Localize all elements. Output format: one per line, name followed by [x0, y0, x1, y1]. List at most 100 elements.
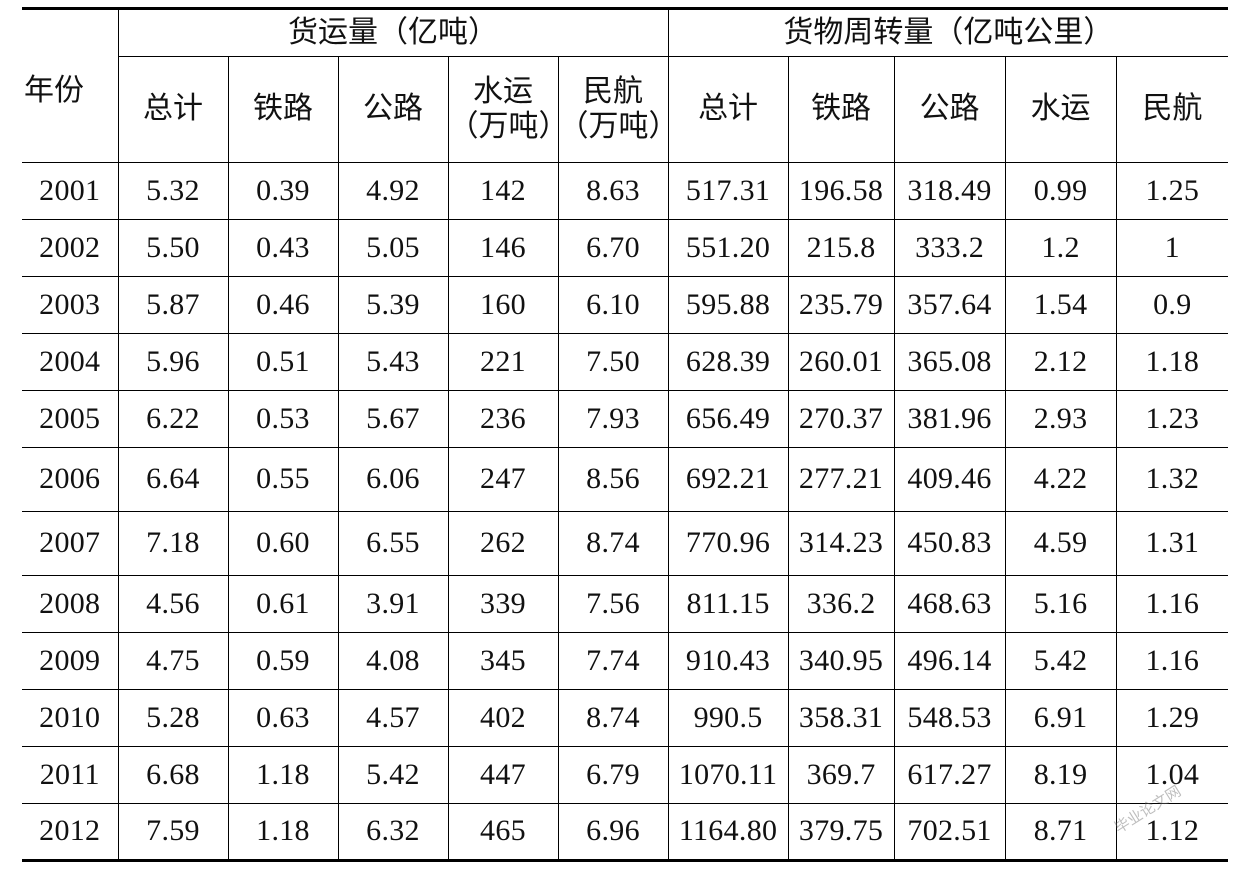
table-cell: 369.7 [787, 746, 895, 804]
table-cell: 379.75 [787, 803, 895, 861]
table-cell: 4.75 [117, 632, 229, 690]
table-cell: 221 [447, 333, 559, 391]
table-row: 2007 7.18 0.60 6.55 262 8.74 770.96 314.23 450.8… [22, 511, 1229, 576]
sub-header: 铁路 [787, 56, 895, 163]
table-cell: 1.29 [1115, 689, 1229, 747]
freight-statistics-table-container: 年份 货运量（亿吨） 货物周转量（亿吨公里） 总计 铁路 公路 水运 （万吨） 民… [22, 7, 1229, 862]
table-header: 年份 货运量（亿吨） 货物周转量（亿吨公里） 总计 铁路 公路 水运 （万吨） 民… [22, 8, 1229, 163]
table-cell: 5.16 [1004, 575, 1117, 633]
table-cell: 8.63 [557, 162, 669, 220]
table-cell: 5.32 [117, 162, 229, 220]
table-cell: 5.96 [117, 333, 229, 391]
group-header-freight-turnover: 货物周转量（亿吨公里） [667, 8, 1229, 57]
sub-header: 水运 [1004, 56, 1117, 163]
table-cell: 5.42 [1004, 632, 1117, 690]
table-cell: 5.67 [337, 390, 449, 448]
table-row: 2009 4.75 0.59 4.08 345 7.74 910.43 340.95 496.1… [22, 632, 1229, 690]
table-row: 2011 6.68 1.18 5.42 447 6.79 1070.11 369.7 617.2… [22, 746, 1229, 804]
table-cell: 702.51 [893, 803, 1006, 861]
table-cell: 3.91 [337, 575, 449, 633]
table-cell: 1.04 [1115, 746, 1229, 804]
table-cell: 0.59 [227, 632, 339, 690]
table-cell: 235.79 [787, 276, 895, 334]
table-cell: 6.06 [337, 447, 449, 512]
table-body: 2001 5.32 0.39 4.92 142 8.63 517.31 196.58 318.4… [22, 162, 1229, 861]
table-cell: 6.32 [337, 803, 449, 861]
table-cell: 142 [447, 162, 559, 220]
table-cell: 7.18 [117, 511, 229, 576]
table-cell: 333.2 [893, 219, 1006, 277]
table-row: 2006 6.64 0.55 6.06 247 8.56 692.21 277.21 409.4… [22, 447, 1229, 512]
table-cell: 5.42 [337, 746, 449, 804]
table-cell: 4.22 [1004, 447, 1117, 512]
table-cell: 656.49 [667, 390, 789, 448]
table-cell: 270.37 [787, 390, 895, 448]
group-header-row: 年份 货运量（亿吨） 货物周转量（亿吨公里） [22, 8, 1229, 163]
sub-header: 民航 （万吨） [557, 56, 679, 163]
table-cell: 318.49 [893, 162, 1006, 220]
sub-header: 总计 [117, 56, 229, 163]
table-cell: 1 [1115, 219, 1229, 277]
table-cell: 357.64 [893, 276, 1006, 334]
table-cell: 4.56 [117, 575, 229, 633]
table-cell: 628.39 [667, 333, 789, 391]
freight-statistics-table: 年份 货运量（亿吨） 货物周转量（亿吨公里） 总计 铁路 公路 水运 （万吨） 民… [22, 7, 1229, 862]
table-cell: 447 [447, 746, 559, 804]
table-cell: 0.53 [227, 390, 339, 448]
table-cell: 4.59 [1004, 511, 1117, 576]
sub-header-row: 总计 铁路 公路 水运 （万吨） 民航 （万吨） 总计 铁路 公路 水运 民航 [22, 56, 1229, 163]
table-cell: 4.08 [337, 632, 449, 690]
table-cell: 0.60 [227, 511, 339, 576]
table-cell: 365.08 [893, 333, 1006, 391]
year-cell: 2005 [22, 390, 119, 448]
table-cell: 6.64 [117, 447, 229, 512]
year-cell: 2001 [22, 162, 119, 220]
table-cell: 340.95 [787, 632, 895, 690]
table-cell: 6.96 [557, 803, 669, 861]
year-cell: 2008 [22, 575, 119, 633]
table-cell: 345 [447, 632, 559, 690]
sub-header: 铁路 [227, 56, 339, 163]
table-cell: 2.93 [1004, 390, 1117, 448]
year-cell: 2007 [22, 511, 119, 576]
table-cell: 617.27 [893, 746, 1006, 804]
year-cell: 2006 [22, 447, 119, 512]
table-cell: 6.68 [117, 746, 229, 804]
table-cell: 262 [447, 511, 559, 576]
table-cell: 910.43 [667, 632, 789, 690]
table-cell: 2.12 [1004, 333, 1117, 391]
table-cell: 5.87 [117, 276, 229, 334]
year-cell: 2004 [22, 333, 119, 391]
table-cell: 8.71 [1004, 803, 1117, 861]
table-cell: 314.23 [787, 511, 895, 576]
table-cell: 5.39 [337, 276, 449, 334]
table-cell: 6.91 [1004, 689, 1117, 747]
table-cell: 1.32 [1115, 447, 1229, 512]
year-cell: 2002 [22, 219, 119, 277]
table-cell: 692.21 [667, 447, 789, 512]
table-cell: 770.96 [667, 511, 789, 576]
table-cell: 8.74 [557, 511, 669, 576]
table-cell: 6.55 [337, 511, 449, 576]
table-cell: 402 [447, 689, 559, 747]
table-cell: 0.55 [227, 447, 339, 512]
table-cell: 0.51 [227, 333, 339, 391]
table-cell: 0.39 [227, 162, 339, 220]
table-cell: 146 [447, 219, 559, 277]
table-row: 2010 5.28 0.63 4.57 402 8.74 990.5 358.31 548.53… [22, 689, 1229, 747]
table-cell: 1.18 [227, 803, 339, 861]
table-row: 2012 7.59 1.18 6.32 465 6.96 1164.80 379.75 702.… [22, 803, 1229, 861]
table-cell: 1.12 [1115, 803, 1229, 861]
table-cell: 7.56 [557, 575, 669, 633]
table-cell: 0.99 [1004, 162, 1117, 220]
table-cell: 517.31 [667, 162, 789, 220]
table-cell: 6.10 [557, 276, 669, 334]
table-cell: 0.9 [1115, 276, 1229, 334]
year-column-header: 年份 [22, 8, 119, 163]
table-cell: 548.53 [893, 689, 1006, 747]
table-cell: 0.43 [227, 219, 339, 277]
table-cell: 196.58 [787, 162, 895, 220]
table-cell: 247 [447, 447, 559, 512]
table-row: 2005 6.22 0.53 5.67 236 7.93 656.49 270.37 381.9… [22, 390, 1229, 448]
table-cell: 1.2 [1004, 219, 1117, 277]
